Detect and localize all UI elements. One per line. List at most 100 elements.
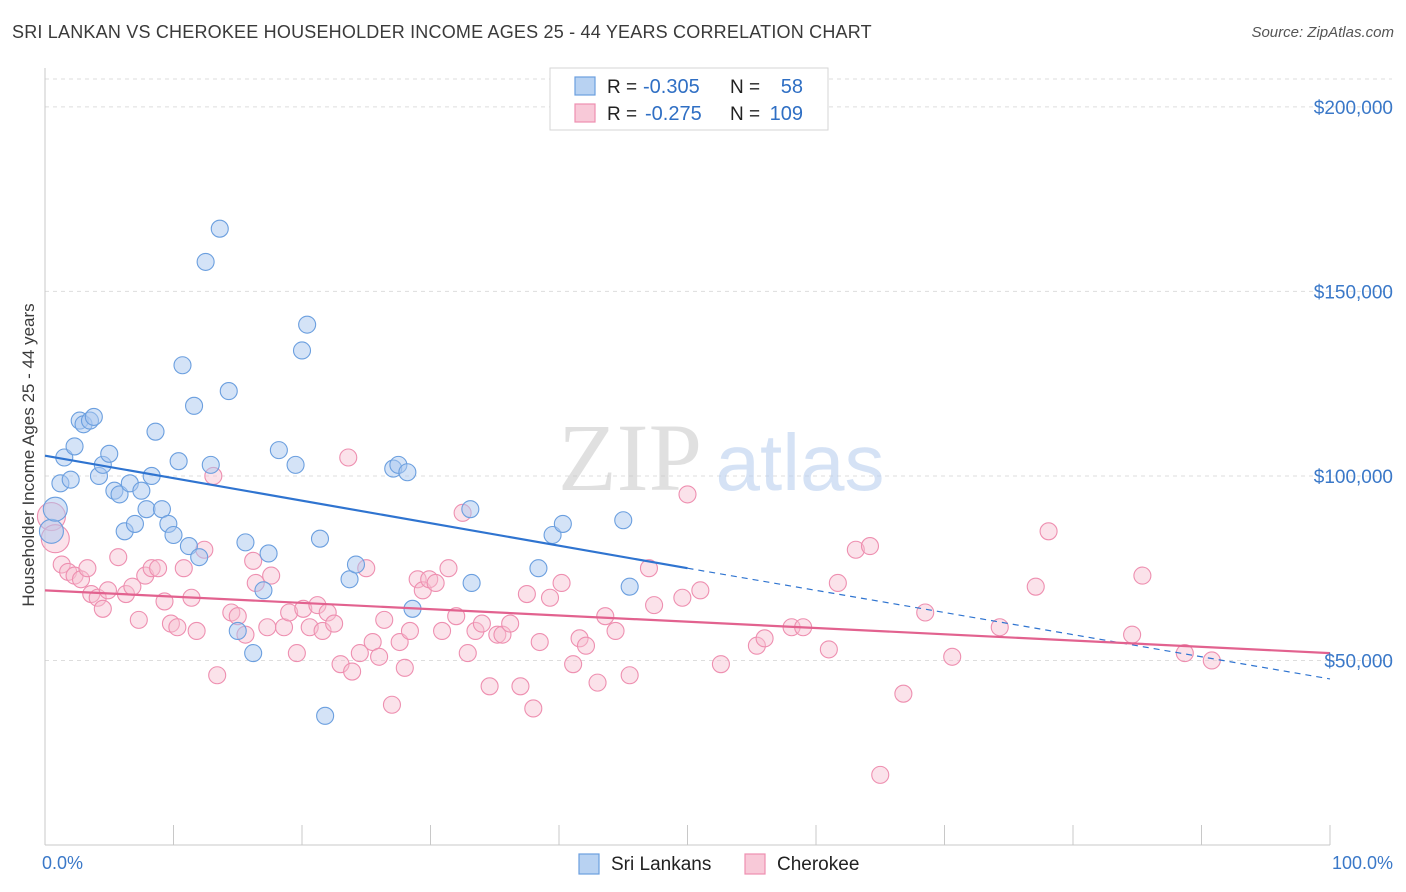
cherokee-point <box>129 610 148 629</box>
cherokee-point <box>294 599 313 618</box>
sri-lankans-point <box>553 514 572 533</box>
cherokee-point <box>894 684 913 703</box>
cherokee-point <box>524 699 543 718</box>
cherokee-point <box>552 573 571 593</box>
sri-lankans-point <box>219 382 238 401</box>
bottom-legend-sri: Sri Lankans <box>611 854 711 875</box>
sri-lankans-point <box>398 463 417 482</box>
sri-lankans-point <box>462 573 481 593</box>
sri-lankans-point <box>286 455 305 474</box>
cherokee-point <box>639 559 659 578</box>
cherokee-point <box>78 559 97 578</box>
cherokee-point <box>370 647 389 666</box>
sri-lankans-point <box>210 219 229 238</box>
cherokee-point <box>755 629 774 648</box>
cherokee-point <box>570 629 589 648</box>
sri-lankans-point <box>269 441 288 460</box>
cherokee-point <box>109 548 128 567</box>
cherokee-point <box>168 618 187 637</box>
cherokee-point <box>943 647 962 666</box>
x-tick-labels: 0.0% 100.0% <box>42 853 1393 873</box>
cherokee-point <box>400 621 419 641</box>
sri-lankans-point <box>84 407 103 426</box>
cherokee-point <box>280 603 299 622</box>
cherokee-point <box>244 551 263 570</box>
legend-box <box>549 67 829 131</box>
sri-lankans-point <box>137 500 156 519</box>
cherokee-point <box>1123 625 1142 644</box>
y-tick-label: $150,000 <box>1314 282 1393 303</box>
sri-lankans-point <box>310 529 330 548</box>
sri-lankans-point <box>65 437 84 456</box>
sri-lankans-point <box>185 396 204 415</box>
cherokee-points <box>36 448 1221 784</box>
sri-lankans-point <box>190 548 209 567</box>
cherokee-point <box>339 448 358 467</box>
cherokee-point <box>1133 566 1152 585</box>
sri-lankans-point <box>236 533 255 552</box>
sri-lankans-point <box>254 581 273 600</box>
legend-n-value-1: 58 <box>781 76 803 98</box>
sri-lankans-point <box>614 511 633 530</box>
cherokee-point <box>511 677 530 696</box>
legend-swatch-sri <box>574 76 596 96</box>
cherokee-point <box>501 614 520 633</box>
cherokee-point <box>517 584 536 604</box>
cherokee-point <box>466 621 485 641</box>
cherokee-point <box>439 559 458 578</box>
sri-lankans-point <box>259 544 278 563</box>
cherokee-point <box>606 621 625 641</box>
cherokee-point <box>691 581 710 600</box>
sri-lankans-point <box>110 485 129 504</box>
cherokee-point <box>149 559 168 578</box>
cherokee-trend-line <box>44 589 1331 655</box>
cherokee-point <box>819 640 838 659</box>
cherokee-point <box>673 588 692 607</box>
cherokee-point <box>588 673 607 692</box>
x-tick-label: 100.0% <box>1332 853 1393 873</box>
sri-lankans-trend-line <box>44 454 688 570</box>
cherokee-point <box>620 666 639 685</box>
legend-n-label-1: N = <box>730 77 760 98</box>
cherokee-point <box>472 614 491 633</box>
legend-n-value-2: 109 <box>770 103 803 125</box>
bottom-legend: Sri Lankans Cherokee <box>578 853 859 875</box>
cherokee-point <box>390 632 409 652</box>
cherokee-point <box>52 555 71 574</box>
cherokee-point <box>1026 577 1045 596</box>
cherokee-point <box>375 610 394 629</box>
y-tick-label: $200,000 <box>1314 98 1393 119</box>
cherokee-point <box>747 636 766 655</box>
x-tick-label: 0.0% <box>42 853 83 873</box>
cherokee-point <box>916 603 935 622</box>
cherokee-point <box>871 765 890 784</box>
cherokee-point <box>1175 644 1194 663</box>
sri-lankans-point <box>100 444 119 463</box>
sri-lankans-point <box>201 455 220 474</box>
sri-lankans-point <box>298 315 317 334</box>
cherokee-point <box>93 599 112 618</box>
legend-r-label-1: R = <box>607 77 637 98</box>
cherokee-point <box>98 581 118 600</box>
cherokee-point <box>208 666 227 685</box>
legend-r-value-1: -0.305 <box>643 76 700 98</box>
sri-lankans-point <box>346 555 366 574</box>
sri-lankans-point <box>38 518 64 544</box>
sri-lankans-point <box>461 500 480 519</box>
cherokee-point <box>1039 522 1058 541</box>
cherokee-point <box>187 621 206 641</box>
cherokee-point <box>678 485 697 504</box>
sri-lankans-point <box>42 496 68 522</box>
cherokee-point <box>433 621 452 641</box>
sri-lankans-point <box>173 356 192 375</box>
cherokee-point <box>828 573 847 593</box>
cherokee-point <box>488 625 507 644</box>
cherokee-point <box>325 614 344 633</box>
y-axis-label: Householder Income Ages 25 - 44 years <box>19 303 38 606</box>
sri-lankans-trend-extension <box>687 567 1331 680</box>
sri-lankans-point <box>316 706 335 725</box>
cherokee-point <box>287 644 306 663</box>
cherokee-point <box>530 632 549 652</box>
trend-lines <box>44 454 1331 680</box>
